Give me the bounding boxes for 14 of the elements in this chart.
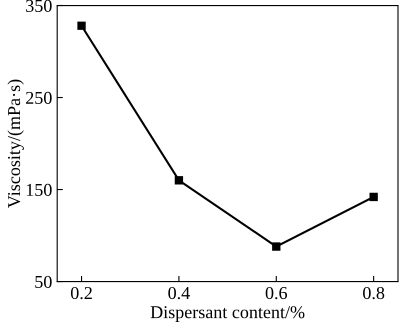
x-axis-title: Dispersant content/% <box>150 306 304 322</box>
y-tick-label: 250 <box>26 92 52 104</box>
point <box>369 192 378 202</box>
x-tick-label: 0.4 <box>168 286 190 300</box>
point <box>77 22 86 30</box>
x-tick-label: 0.8 <box>363 286 384 300</box>
y-tick-label: 350 <box>26 0 52 12</box>
point <box>272 242 280 251</box>
y-axis-title: Viscosity/(mPa·s) <box>7 80 24 208</box>
x-tick-label: 0.6 <box>266 286 288 300</box>
x-tick-label: 0.2 <box>70 286 92 300</box>
y-tick-label: 150 <box>26 184 52 196</box>
point <box>174 176 184 185</box>
y-tick-label: 50 <box>35 276 52 288</box>
